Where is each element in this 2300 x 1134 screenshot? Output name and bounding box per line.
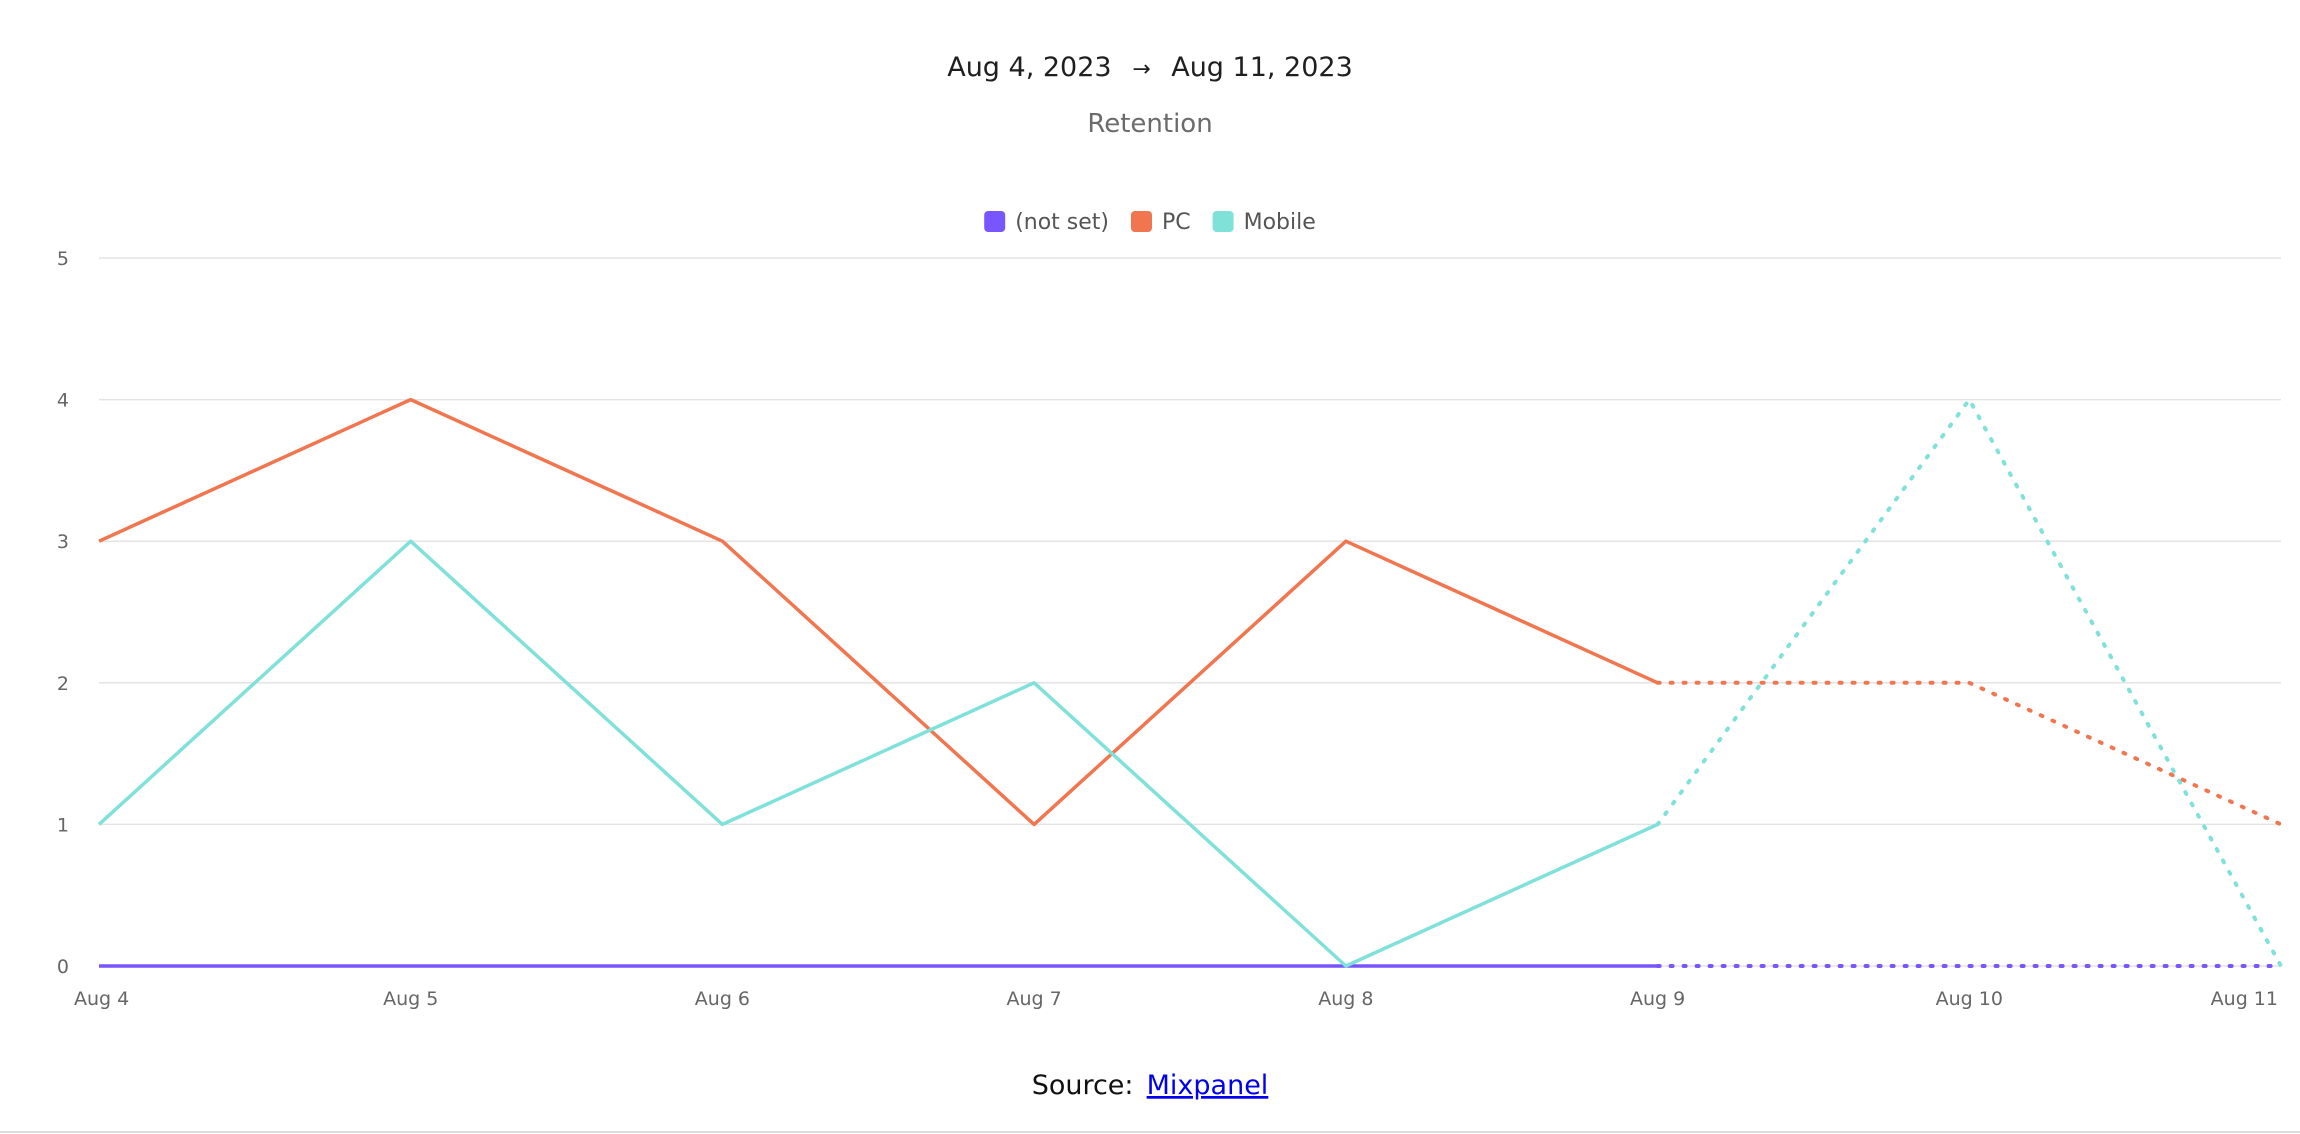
legend-swatch [984,211,1006,232]
date-arrow: → [1132,57,1150,82]
source-credit: Source: Mixpanel [1032,1070,1269,1101]
source-link[interactable]: Mixpanel [1147,1070,1269,1101]
x-tick-label: Aug 8 [1318,988,1373,1010]
legend-swatch [1131,211,1152,232]
y-tick-label: 1 [57,814,69,836]
y-tick-label: 2 [57,673,69,695]
y-tick-label: 3 [57,531,69,553]
legend-item-mobile[interactable]: Mobile [1212,210,1316,235]
x-tick-label: Aug 4 [74,988,129,1010]
date-end: Aug 11, 2023 [1171,52,1353,83]
y-tick-label: 4 [57,390,69,412]
legend-label: PC [1162,210,1191,235]
series-line-mobile [97,539,1659,968]
series-line-pc [98,397,1659,827]
x-tick-label: Aug 5 [383,988,438,1010]
series-layer [97,397,2283,968]
legend: (not set) PC Mobile [984,210,1316,235]
x-tick-label: Aug 7 [1007,988,1062,1010]
legend-item-pc[interactable]: PC [1131,210,1191,235]
legend-item-not-set[interactable]: (not set) [984,210,1109,235]
y-axis: 0 1 2 3 4 5 [57,248,2281,978]
x-tick-label: Aug 6 [695,988,750,1010]
x-tick-label: Aug 11 [2211,988,2278,1010]
y-tick-label: 5 [57,248,69,270]
x-axis: Aug 4 Aug 5 Aug 6 Aug 7 Aug 8 Aug 9 Aug 10 Aug … [74,988,2278,1010]
y-tick-label: 0 [57,956,69,978]
date-range: Aug 4, 2023 → Aug 11, 2023 [947,52,1353,83]
legend-label: Mobile [1244,210,1316,235]
x-tick-label: Aug 9 [1630,988,1685,1010]
date-start: Aug 4, 2023 [947,52,1111,83]
series-projection-pc [1655,680,2283,827]
source-label: Source: [1032,1070,1134,1101]
legend-label: (not set) [1015,210,1109,235]
x-tick-label: Aug 10 [1936,988,2003,1010]
chart-subtitle: Retention [1087,109,1212,139]
legend-swatch [1212,211,1234,232]
